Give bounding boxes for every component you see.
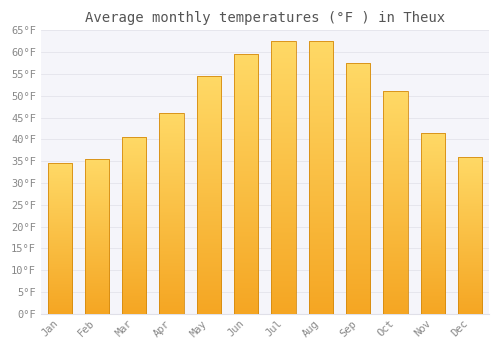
Title: Average monthly temperatures (°F ) in Theux: Average monthly temperatures (°F ) in Th… <box>85 11 445 25</box>
Bar <box>346 63 370 314</box>
Bar <box>197 76 221 314</box>
Bar <box>122 137 146 314</box>
Bar <box>272 41 295 314</box>
Bar <box>85 159 109 314</box>
Bar <box>48 163 72 314</box>
Bar <box>421 133 445 314</box>
Bar <box>384 91 407 314</box>
Bar <box>160 113 184 314</box>
Bar <box>458 157 482 314</box>
Bar <box>309 41 333 314</box>
Bar <box>234 54 258 314</box>
